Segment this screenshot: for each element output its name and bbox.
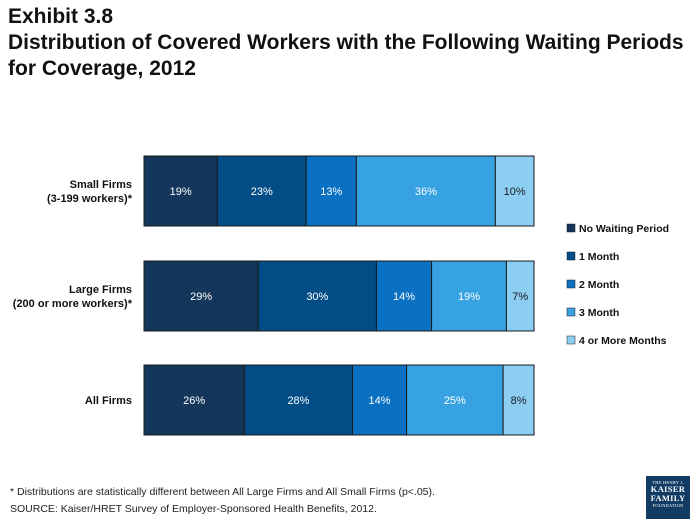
legend-label: No Waiting Period xyxy=(579,223,669,235)
exhibit-label: Exhibit 3.8 xyxy=(8,5,114,28)
legend-swatch xyxy=(566,251,576,261)
bar-segment xyxy=(431,260,507,332)
footnote: * Distributions are statistically differ… xyxy=(10,486,435,498)
logo-line-1: THE HENRY J. xyxy=(652,480,684,485)
data-label: 19% xyxy=(170,186,192,198)
data-label: 26% xyxy=(183,395,205,407)
bar-segment xyxy=(216,155,307,227)
category-label: Large Firms xyxy=(69,284,132,296)
category-label: Small Firms xyxy=(70,179,132,191)
bar-segment xyxy=(502,364,535,436)
legend-swatch xyxy=(566,335,576,345)
bar-segment xyxy=(494,155,535,227)
bar-segment xyxy=(406,364,504,436)
bar-segment xyxy=(355,155,496,227)
logo-line-2: KAISER xyxy=(650,484,686,494)
bar-segment xyxy=(143,364,245,436)
legend-label: 1 Month xyxy=(579,251,619,263)
legend-swatch xyxy=(566,223,576,233)
data-label: 36% xyxy=(415,186,437,198)
legend-swatch xyxy=(566,307,576,317)
data-label: 25% xyxy=(444,395,466,407)
bar-segment xyxy=(305,155,357,227)
category-label: (200 or more workers)* xyxy=(13,298,133,310)
data-label: 30% xyxy=(306,291,328,303)
bar-segment xyxy=(143,155,218,227)
bar-segment xyxy=(352,364,408,436)
logo-line-3: FAMILY xyxy=(650,493,686,503)
data-label: 7% xyxy=(512,291,528,303)
source-note: SOURCE: Kaiser/HRET Survey of Employer-S… xyxy=(10,503,377,515)
logo-line-4: FOUNDATION xyxy=(652,503,684,508)
kff-logo: THE HENRY J. KAISER FAMILY FOUNDATION xyxy=(646,476,690,519)
data-label: 29% xyxy=(190,291,212,303)
legend-swatch xyxy=(566,279,576,289)
data-label: 14% xyxy=(393,291,415,303)
data-label: 8% xyxy=(511,395,527,407)
legend-label: 4 or More Months xyxy=(579,335,667,347)
data-label: 23% xyxy=(251,186,273,198)
title-block: Exhibit 3.8 Distribution of Covered Work… xyxy=(8,4,688,82)
category-label: (3-199 workers)* xyxy=(47,193,133,205)
data-label: 10% xyxy=(504,186,526,198)
data-label: 14% xyxy=(369,395,391,407)
legend-label: 2 Month xyxy=(579,279,619,291)
data-label: 19% xyxy=(458,291,480,303)
data-label: 13% xyxy=(320,186,342,198)
data-label: 28% xyxy=(287,395,309,407)
bar-segment xyxy=(143,260,259,332)
bar-segment xyxy=(257,260,377,332)
bar-segment xyxy=(505,260,535,332)
category-label: All Firms xyxy=(85,395,132,407)
stacked-bar-chart: 19% 23% 13% 36% 10% Small Firms (3-199 workers… xyxy=(13,155,669,436)
chart-title: Distribution of Covered Workers with the… xyxy=(8,31,684,80)
legend-label: 3 Month xyxy=(579,307,619,319)
